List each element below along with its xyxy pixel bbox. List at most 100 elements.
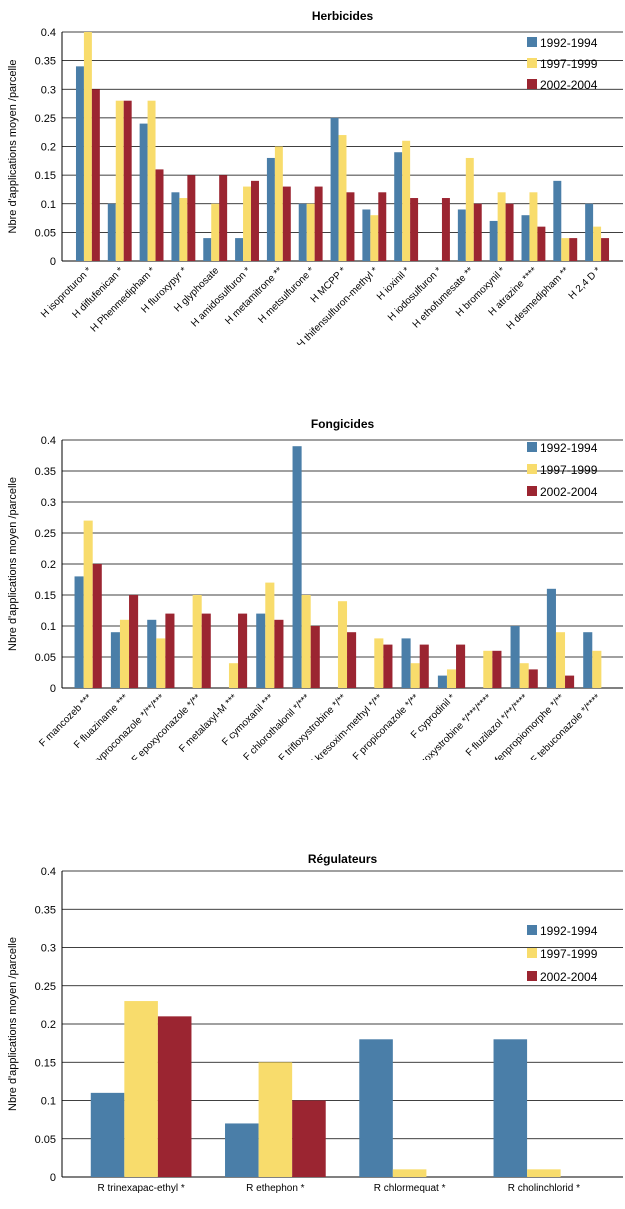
y-tick-label: 0.3 <box>41 943 56 955</box>
fongicides-chart: Fongicides Nbre d'applications moyen /par… <box>7 417 623 760</box>
chart-title: Régulateurs <box>308 852 378 866</box>
bar <box>546 588 556 688</box>
bar <box>446 669 457 688</box>
y-tick-label: 0 <box>50 683 56 695</box>
bar <box>92 564 102 688</box>
legend-label: 2002-2004 <box>540 970 598 984</box>
legend-swatch <box>527 79 537 89</box>
y-tick-label: 0 <box>50 256 56 268</box>
y-tick-label: 0.35 <box>35 56 56 68</box>
x-tick-label: F fluzilazol */**/**** <box>464 692 530 758</box>
y-tick-label: 0.4 <box>41 27 56 39</box>
y-tick-label: 0.3 <box>41 497 56 509</box>
bar <box>292 1100 326 1177</box>
bar <box>123 100 132 261</box>
legend-label: 1992-1994 <box>540 924 598 938</box>
x-tick-label: H metamitrone ** <box>223 265 285 327</box>
bar <box>401 638 411 688</box>
bar <box>282 186 291 261</box>
bar <box>179 198 188 261</box>
x-tick-label: F chlorothalonil */*** <box>242 692 313 760</box>
y-tick-label: 0.4 <box>41 435 56 447</box>
legend-label: 1992-1994 <box>540 441 598 455</box>
bar <box>497 192 506 261</box>
y-tick-label: 0.05 <box>35 1134 56 1146</box>
bar <box>553 180 562 261</box>
y-tick-label: 0.35 <box>35 904 56 916</box>
bar <box>465 157 474 261</box>
bar <box>238 613 248 688</box>
bar <box>383 644 393 688</box>
legend-swatch <box>527 486 537 496</box>
bar <box>91 89 100 261</box>
bar <box>129 595 139 688</box>
y-axis-label: Nbre d'applications moyen /parcelle <box>7 937 19 1111</box>
chart-title: Fongicides <box>311 417 375 431</box>
y-tick-label: 0.1 <box>41 621 56 633</box>
legend-swatch <box>527 442 537 452</box>
legend-label: 1997-1999 <box>540 57 598 71</box>
legend-swatch <box>527 971 537 981</box>
bar <box>306 203 315 261</box>
bar <box>402 140 411 261</box>
legend-label: 1997-1999 <box>540 947 598 961</box>
legend-label: 1997-1999 <box>540 463 598 477</box>
bar <box>330 117 339 262</box>
legend-swatch <box>527 58 537 68</box>
y-tick-label: 0.4 <box>41 866 56 878</box>
bar <box>592 650 602 688</box>
bar <box>374 638 384 688</box>
bar <box>410 198 419 261</box>
x-tick-label: F trifloxystrobine */** <box>277 692 349 760</box>
legend-swatch <box>527 948 537 958</box>
regulateurs-chart: Régulateurs Nbre d'applications moyen /pa… <box>7 852 623 1193</box>
bar <box>243 186 252 261</box>
bar <box>274 619 284 688</box>
bar <box>419 644 429 688</box>
bar <box>251 180 259 261</box>
bar <box>211 203 220 261</box>
bar <box>370 215 379 261</box>
bar <box>346 192 355 261</box>
legend-label: 1992-1994 <box>540 36 598 50</box>
chart-title: Herbicides <box>312 9 374 23</box>
bar <box>537 226 546 261</box>
bar <box>527 1169 561 1177</box>
bar <box>124 1001 158 1177</box>
bar <box>171 192 180 261</box>
y-tick-label: 0.2 <box>41 142 56 154</box>
bar <box>569 238 578 261</box>
bar <box>505 203 514 261</box>
bar <box>265 582 275 688</box>
bar <box>298 203 307 261</box>
bar <box>192 595 202 688</box>
herbicides-chart: Herbicides Nbre d'applications moyen /par… <box>7 9 623 345</box>
bar <box>147 100 156 261</box>
legend-swatch <box>527 925 537 935</box>
bar <box>258 1062 293 1177</box>
bar <box>337 601 348 688</box>
y-axis-label: Nbre d'applications moyen /parcelle <box>7 60 19 234</box>
bar <box>310 626 320 688</box>
y-tick-label: 0.05 <box>35 652 56 664</box>
y-tick-label: 0.15 <box>35 1057 56 1069</box>
bar <box>437 675 447 688</box>
x-tick-label: H metsulfurone * <box>256 265 317 326</box>
x-tick-label: H amidosulfuron * <box>189 265 253 329</box>
x-tick-label: H 2,4 D * <box>567 265 604 302</box>
bar <box>410 663 420 688</box>
bar <box>139 123 148 261</box>
bar <box>528 669 538 688</box>
bar <box>301 595 311 688</box>
y-tick-label: 0.25 <box>35 981 56 993</box>
bar <box>529 192 538 261</box>
bar <box>203 238 212 261</box>
bar <box>165 613 175 688</box>
bar <box>519 663 529 688</box>
y-axis-label: Nbre d'applications moyen /parcelle <box>7 477 19 651</box>
bar <box>314 186 323 261</box>
bar <box>201 613 211 688</box>
bar <box>225 1123 259 1177</box>
x-tick-label: F propiconazole */** <box>351 692 421 760</box>
y-tick-label: 0.2 <box>41 559 56 571</box>
